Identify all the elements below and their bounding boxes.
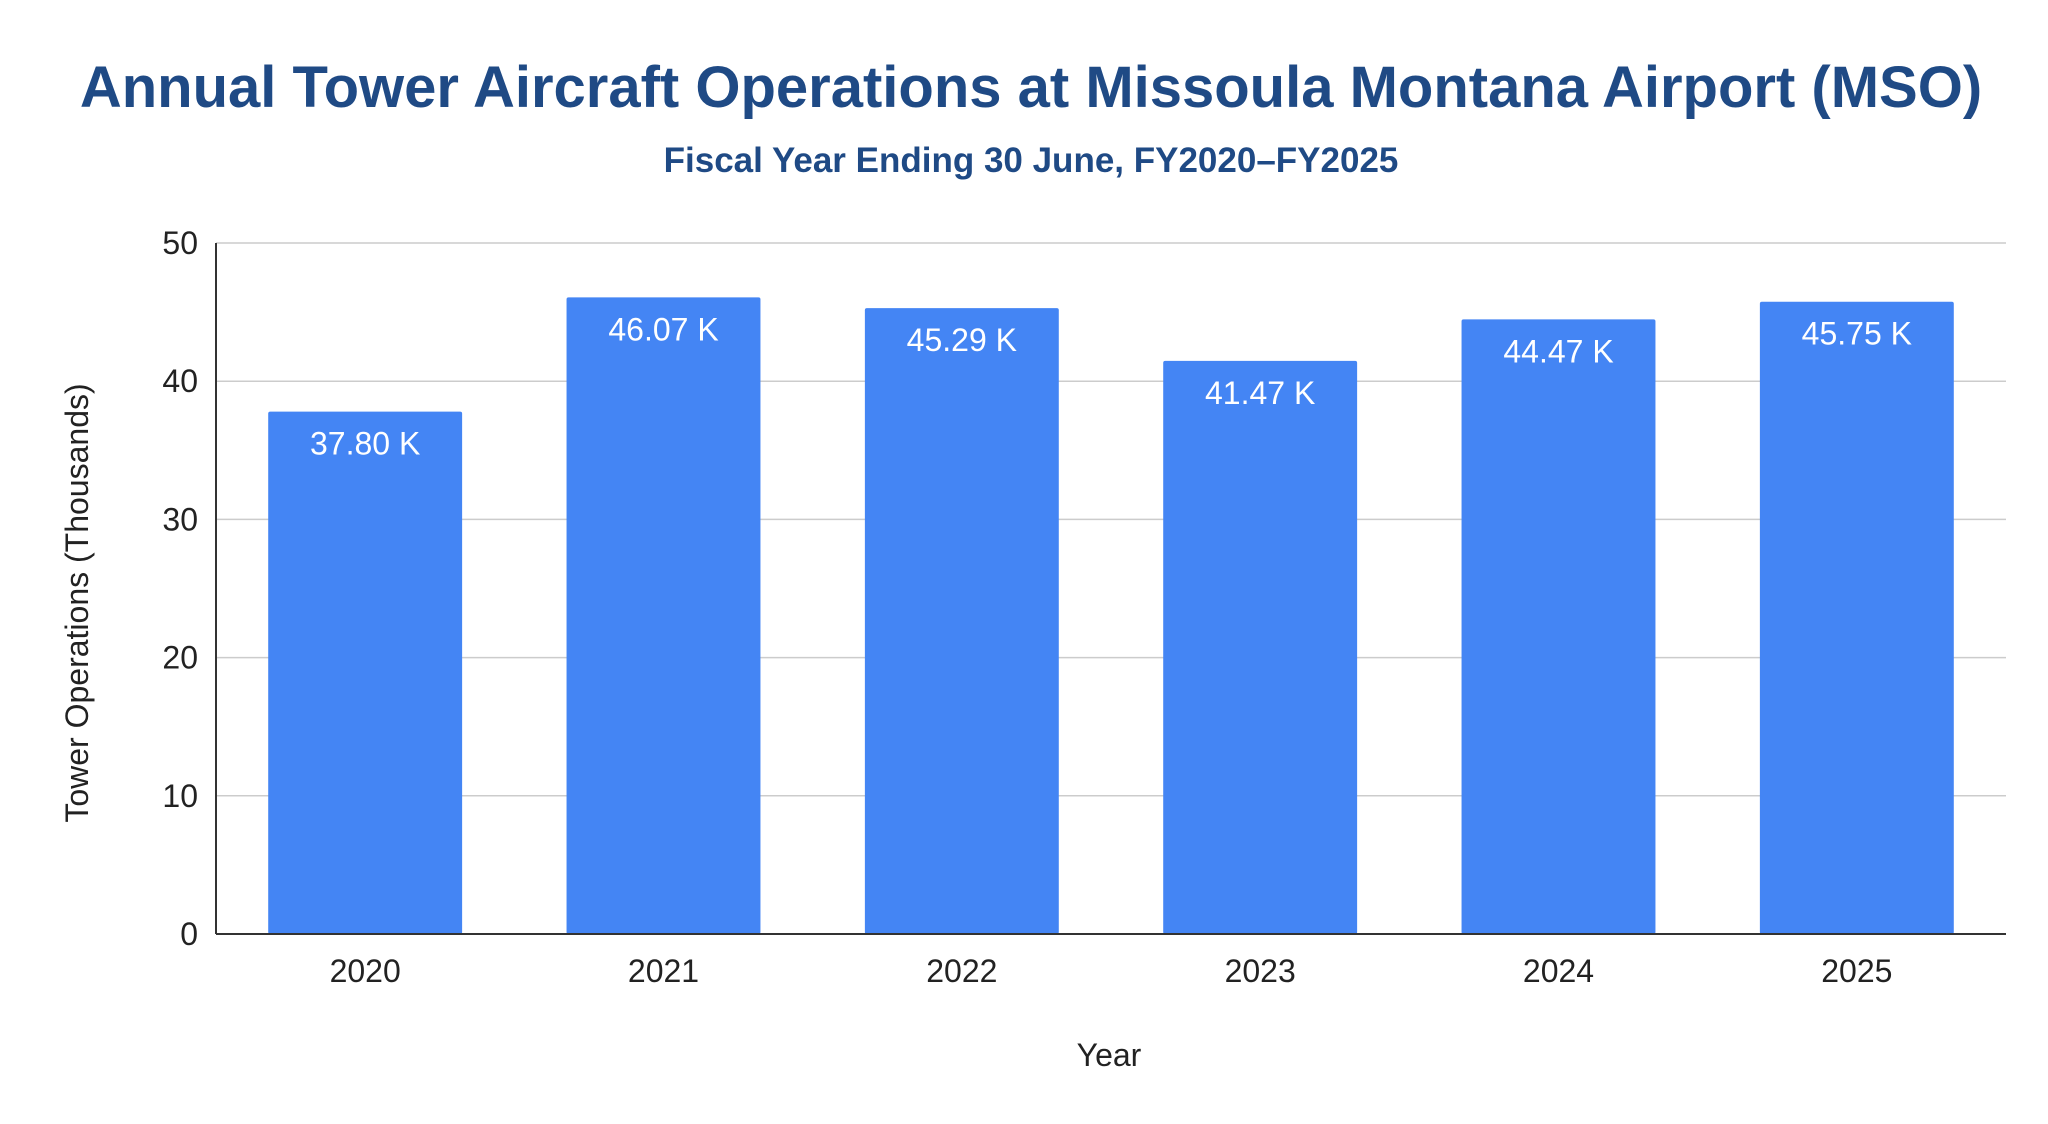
bar-2022 (864, 308, 1059, 935)
chart-title: Annual Tower Aircraft Operations at Miss… (80, 55, 1982, 120)
y-tick-label: 0 (180, 916, 198, 952)
data-label-2022: 45.29 K (907, 322, 1017, 358)
bar-2024 (1461, 319, 1656, 935)
x-tick-label-2024: 2024 (1523, 953, 1594, 989)
data-label-2025: 45.75 K (1802, 316, 1912, 352)
y-tick-label: 10 (162, 778, 198, 814)
data-label-2021: 46.07 K (608, 311, 718, 347)
gridlines (216, 242, 2006, 797)
axes: 0 10 20 30 40 50 2020 2021 2022 2023 2024 2025 (162, 225, 2006, 989)
x-tick-label-2023: 2023 (1225, 953, 1296, 989)
bar-2025 (1759, 301, 1954, 934)
y-axis-title: Tower Operations (Thousands) (59, 383, 95, 822)
x-tick-label-2025: 2025 (1821, 953, 1892, 989)
y-tick-label: 40 (162, 363, 198, 399)
y-tick-label: 20 (162, 640, 198, 676)
y-tick-label: 30 (162, 501, 198, 537)
bar-2021 (566, 297, 761, 934)
y-tick-label: 50 (162, 225, 198, 261)
data-label-2023: 41.47 K (1205, 375, 1315, 411)
bars (268, 297, 1954, 935)
data-labels: 37.80 K 46.07 K 45.29 K 41.47 K 44.47 K 45.75… (310, 311, 1912, 461)
x-tick-label-2021: 2021 (628, 953, 699, 989)
bar-2023 (1163, 360, 1358, 934)
x-tick-label-2022: 2022 (926, 953, 997, 989)
chart-subtitle: Fiscal Year Ending 30 June, FY2020–FY202… (664, 141, 1399, 180)
data-label-2024: 44.47 K (1503, 333, 1613, 369)
bar-2020 (268, 411, 463, 934)
x-tick-label-2020: 2020 (330, 953, 401, 989)
x-axis-title: Year (1077, 1037, 1142, 1073)
data-label-2020: 37.80 K (310, 426, 420, 462)
